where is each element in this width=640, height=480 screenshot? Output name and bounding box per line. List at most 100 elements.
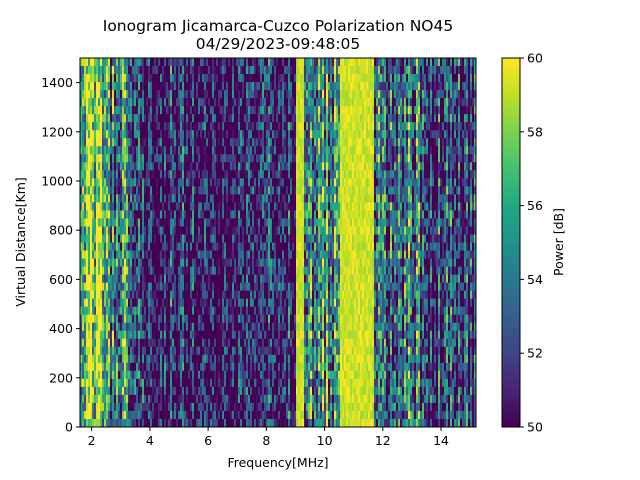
heatmap-cell (178, 170, 181, 179)
heatmap-cell (134, 58, 137, 67)
heatmap-cell (296, 114, 299, 123)
heatmap-cell (92, 66, 95, 75)
heatmap-cell (122, 370, 125, 380)
heatmap-cell (196, 186, 199, 195)
heatmap-cell (86, 114, 89, 123)
heatmap-cell (218, 130, 221, 139)
heatmap-cell (92, 98, 95, 107)
heatmap-cell (196, 90, 199, 99)
heatmap-cell (82, 90, 85, 99)
heatmap-cell (118, 130, 121, 139)
heatmap-cell (272, 138, 275, 147)
heatmap-cell (88, 122, 91, 131)
heatmap-cell (270, 194, 273, 203)
heatmap-cell (156, 346, 159, 356)
heatmap-cell (92, 234, 95, 243)
heatmap-cell (148, 402, 151, 412)
heatmap-cell (158, 162, 161, 171)
heatmap-cell (106, 330, 109, 340)
heatmap-cell (124, 370, 127, 380)
heatmap-cell (210, 74, 213, 83)
heatmap-cell (86, 218, 89, 227)
heatmap-cell (116, 58, 119, 67)
heatmap-cell (100, 290, 103, 300)
heatmap-cell (202, 162, 205, 171)
heatmap-cell (80, 386, 83, 396)
heatmap-cell (94, 154, 97, 163)
heatmap-cell (178, 146, 181, 155)
heatmap-cell (138, 226, 141, 235)
heatmap-cell (242, 338, 245, 348)
heatmap-cell (216, 82, 219, 91)
heatmap-cell (176, 354, 179, 364)
heatmap-cell (86, 234, 89, 243)
heatmap-cell (160, 130, 163, 139)
heatmap-cell (124, 154, 127, 163)
heatmap-cell (286, 306, 289, 316)
heatmap-cell (198, 378, 201, 388)
heatmap-cell (218, 98, 221, 107)
heatmap-cell (242, 202, 245, 211)
heatmap-cell (118, 298, 121, 308)
heatmap-cell (148, 394, 151, 404)
heatmap-cell (266, 178, 269, 187)
heatmap-cell (134, 346, 137, 356)
heatmap-cell (226, 162, 229, 171)
heatmap-cell (90, 66, 93, 75)
heatmap-cell (84, 386, 87, 396)
heatmap-cell (194, 98, 197, 107)
heatmap-cell (218, 66, 221, 75)
heatmap-cell (98, 98, 101, 107)
heatmap-cell (140, 210, 143, 219)
heatmap-cell (134, 418, 137, 427)
heatmap-cell (102, 378, 105, 388)
heatmap-cell (266, 202, 269, 211)
heatmap-cell (242, 146, 245, 155)
heatmap-cell (200, 330, 203, 340)
heatmap-cell (254, 306, 257, 316)
heatmap-cell (134, 266, 137, 275)
heatmap-cell (158, 322, 161, 332)
heatmap-cell (170, 170, 173, 179)
heatmap-cell (202, 386, 205, 396)
heatmap-cell (280, 130, 283, 139)
heatmap-cells (80, 58, 476, 427)
heatmap-cell (172, 386, 175, 396)
heatmap-cell (112, 98, 115, 107)
heatmap-cell (292, 386, 295, 396)
heatmap-cell (108, 258, 111, 267)
heatmap-cell (228, 122, 231, 131)
heatmap-cell (156, 218, 159, 227)
heatmap-cell (254, 394, 257, 404)
heatmap-cell (86, 146, 89, 155)
heatmap-cell (186, 250, 189, 259)
heatmap-cell (176, 106, 179, 115)
heatmap-cell (90, 154, 93, 163)
heatmap-cell (250, 194, 253, 203)
heatmap-cell (150, 154, 153, 163)
heatmap-cell (244, 210, 247, 219)
heatmap-cell (276, 354, 279, 364)
heatmap-cell (252, 170, 255, 179)
heatmap-cell (222, 314, 225, 324)
heatmap-cell (236, 122, 239, 131)
heatmap-cell (156, 58, 159, 67)
heatmap-cell (278, 242, 281, 251)
heatmap-cell (282, 306, 285, 316)
heatmap-cell (124, 346, 127, 356)
heatmap-cell (204, 138, 207, 147)
heatmap-cell (204, 266, 207, 275)
heatmap-cell (280, 98, 283, 107)
heatmap-cell (122, 354, 125, 364)
heatmap-cell (206, 314, 209, 324)
heatmap-cell (240, 194, 243, 203)
heatmap-cell (142, 210, 145, 219)
heatmap-cell (206, 90, 209, 99)
heatmap-cell (154, 130, 157, 139)
heatmap-cell (168, 82, 171, 91)
heatmap-cell (288, 90, 291, 99)
heatmap-cell (178, 362, 181, 372)
heatmap-cell (108, 298, 111, 308)
heatmap-cell (198, 306, 201, 316)
heatmap-cell (160, 322, 163, 332)
